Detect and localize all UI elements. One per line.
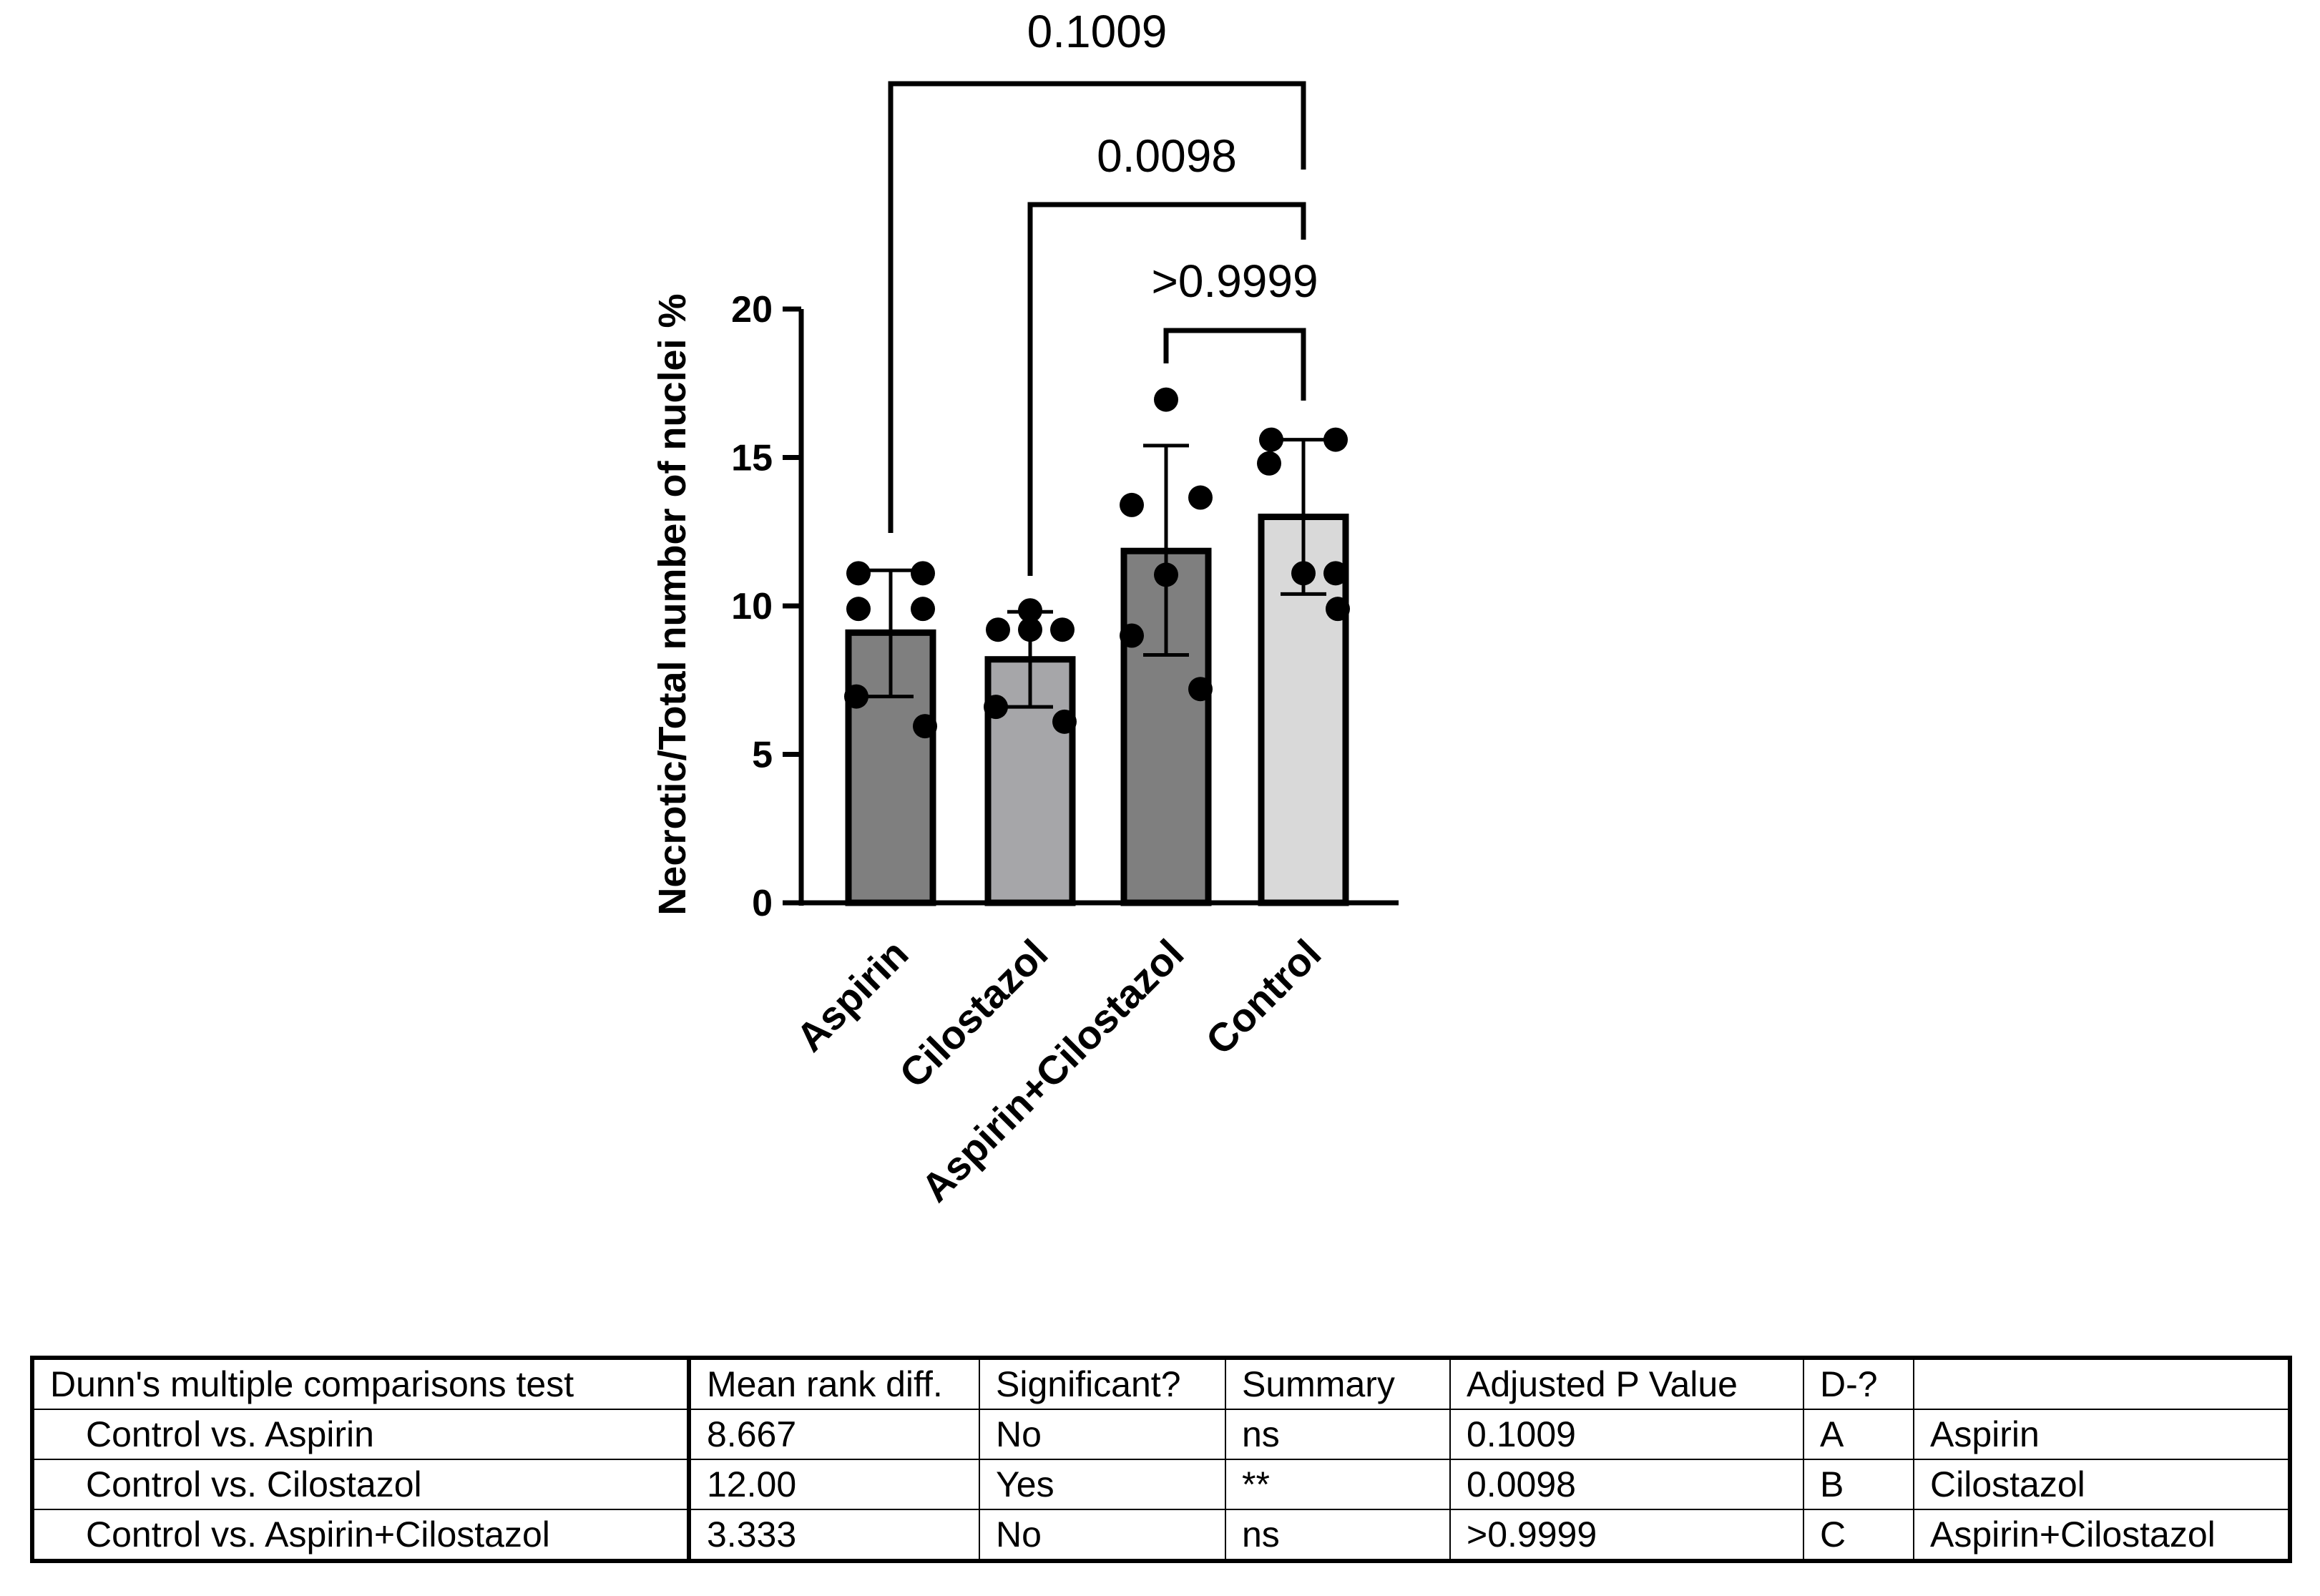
- x-category-label: Aspirin+Cilostazol: [912, 931, 1192, 1210]
- y-tick-label: 10: [731, 586, 773, 627]
- table-cell: Aspirin: [1913, 1409, 2291, 1460]
- table-cell: Aspirin+Cilostazol: [1913, 1509, 2291, 1562]
- p-value-label: >0.9999: [1151, 255, 1318, 307]
- significance-bracket: [888, 81, 1306, 533]
- data-point: [1052, 709, 1077, 734]
- significance-bracket: [1027, 202, 1306, 576]
- table-cell: 8.667: [688, 1409, 980, 1460]
- table-cell: 12.00: [688, 1459, 980, 1510]
- table-row: Control vs. Aspirin+Cilostazol 3.333 No …: [31, 1509, 2291, 1562]
- data-point: [911, 597, 935, 622]
- table-cell: No: [979, 1409, 1226, 1460]
- y-tick-label: 15: [731, 438, 773, 479]
- table-cell: ns: [1225, 1509, 1451, 1562]
- data-point: [1188, 677, 1213, 702]
- p-value-label: 0.1009: [1027, 6, 1168, 57]
- data-point: [1257, 451, 1281, 476]
- table-cell: Yes: [979, 1459, 1226, 1510]
- x-category-label: Aspirin: [788, 931, 917, 1060]
- data-point: [1018, 598, 1042, 623]
- data-point: [913, 714, 937, 739]
- data-point: [1018, 617, 1042, 642]
- significance-bracket: [1163, 328, 1306, 401]
- data-point: [1188, 485, 1213, 510]
- data-point: [986, 617, 1010, 642]
- dunns-comparison-table: Dunn's multiple comparisons test Mean ra…: [30, 1356, 2292, 1563]
- table-header-cell: Significant?: [979, 1357, 1226, 1410]
- table-row: Control vs. Aspirin 8.667 No ns 0.1009 A…: [31, 1409, 2291, 1460]
- table-cell: Cilostazol: [1913, 1459, 2291, 1510]
- data-point: [1050, 617, 1075, 642]
- data-point: [844, 684, 868, 709]
- data-point: [1291, 561, 1316, 586]
- data-point: [984, 695, 1008, 720]
- data-point: [1326, 597, 1350, 622]
- y-tick-label: 0: [752, 883, 773, 924]
- table-header-cell: Summary: [1225, 1357, 1451, 1410]
- data-point: [1323, 427, 1348, 452]
- data-point: [1323, 561, 1348, 586]
- table-cell: ns: [1225, 1409, 1451, 1460]
- table-cell: 3.333: [688, 1509, 980, 1562]
- y-tick-label: 20: [731, 289, 773, 331]
- data-point: [911, 561, 935, 586]
- y-axis-title: Necrotic/Total number of nuclei %: [651, 293, 694, 915]
- data-point: [1154, 387, 1178, 412]
- y-tick-label: 5: [752, 735, 773, 776]
- table-cell: A: [1803, 1409, 1914, 1460]
- table-header-cell: Adjusted P Value: [1449, 1357, 1804, 1410]
- table-row: Control vs. Cilostazol 12.00 Yes ** 0.00…: [31, 1459, 2291, 1510]
- table-cell: Control vs. Cilostazol: [31, 1459, 691, 1510]
- bar-chart: 0 5 10 15 20 Necrotic/Total number of nuclei …: [651, 6, 1399, 1210]
- data-point: [1259, 427, 1283, 452]
- table-cell: **: [1225, 1459, 1451, 1510]
- data-point: [846, 597, 871, 622]
- table-cell: >0.9999: [1449, 1509, 1804, 1562]
- table-header-cell: D-?: [1803, 1357, 1914, 1410]
- table-cell: No: [979, 1509, 1226, 1562]
- table-header-cell: Mean rank diff.: [688, 1357, 980, 1410]
- data-point: [846, 561, 871, 586]
- table-header-cell: [1913, 1357, 2291, 1410]
- table-cell: Control vs. Aspirin: [31, 1409, 691, 1460]
- p-value-label: 0.0098: [1097, 130, 1237, 182]
- data-point: [1120, 623, 1144, 648]
- table-cell: 0.1009: [1449, 1409, 1804, 1460]
- data-point: [1154, 562, 1178, 587]
- table-header-row: Dunn's multiple comparisons test Mean ra…: [31, 1357, 2291, 1410]
- x-category-label: Control: [1197, 931, 1329, 1063]
- table-cell: C: [1803, 1509, 1914, 1562]
- table-cell: Control vs. Aspirin+Cilostazol: [31, 1509, 691, 1562]
- table-cell: 0.0098: [1449, 1459, 1804, 1510]
- table-header-cell: Dunn's multiple comparisons test: [31, 1357, 691, 1410]
- table-cell: B: [1803, 1459, 1914, 1510]
- data-point: [1120, 492, 1144, 517]
